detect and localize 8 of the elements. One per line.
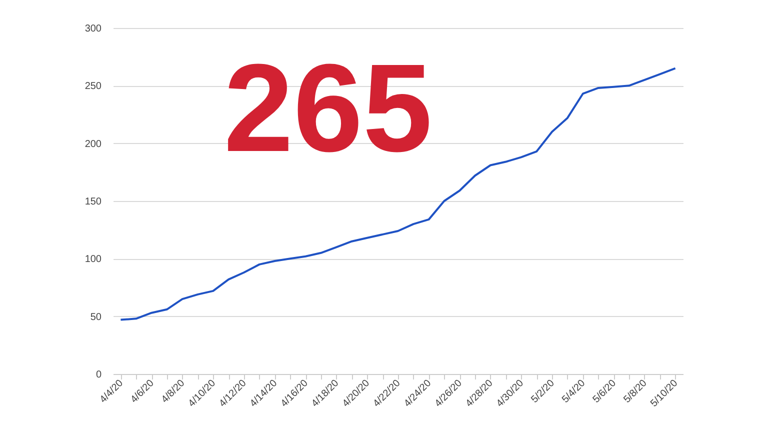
y-tick-label: 300 bbox=[84, 24, 102, 34]
y-tick-label: 150 bbox=[84, 196, 102, 208]
y-tick-label: 250 bbox=[84, 81, 102, 92]
y-tick-label: 200 bbox=[84, 138, 102, 150]
annotation: 265 bbox=[224, 39, 432, 178]
y-tick-label: 0 bbox=[96, 370, 102, 380]
y-tick-label: 100 bbox=[84, 254, 102, 266]
y-tick-label: 50 bbox=[90, 312, 102, 323]
